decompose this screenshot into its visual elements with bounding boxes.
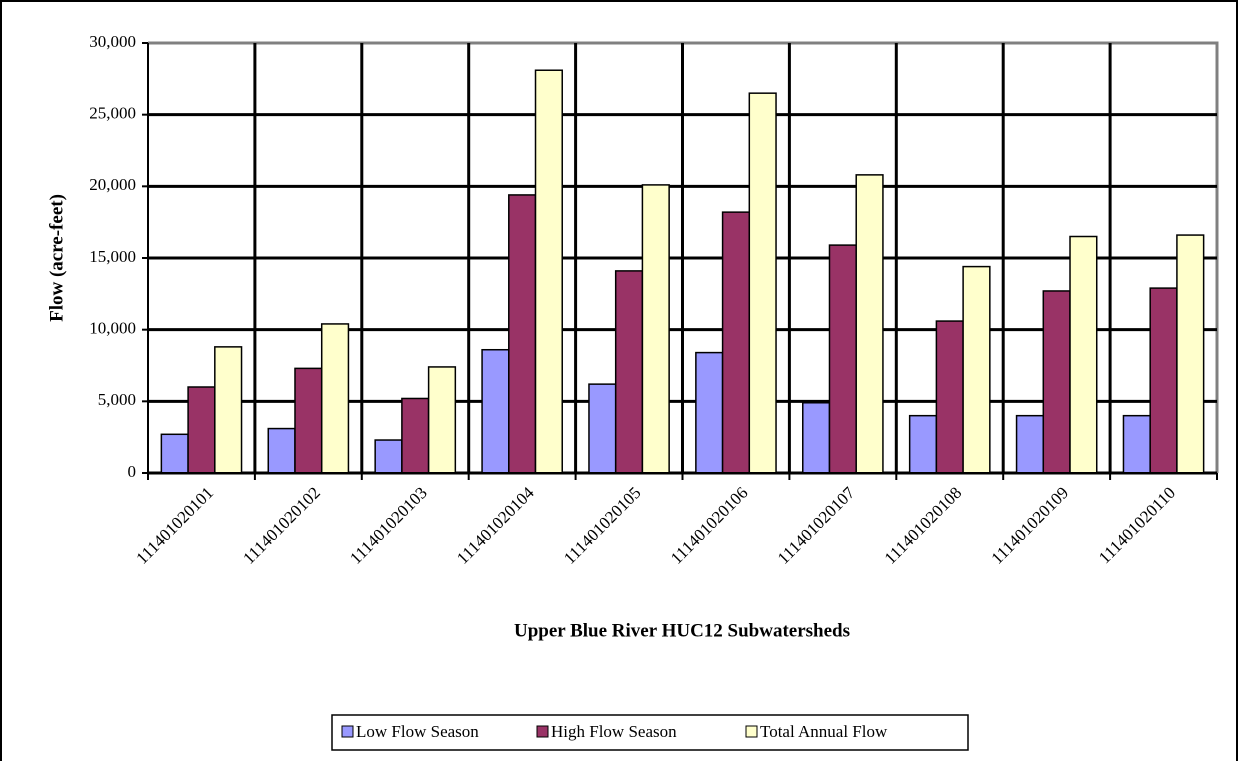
bar: [748, 92, 777, 474]
bar: [187, 386, 216, 474]
bar: [962, 265, 991, 474]
bar: [614, 270, 644, 474]
legend-swatch: [536, 725, 549, 738]
bar: [855, 174, 884, 474]
legend-swatch: [341, 725, 354, 738]
legend-swatch: [745, 725, 758, 738]
bar: [214, 346, 243, 474]
bar: [160, 433, 189, 474]
y-tick-label: 0: [128, 462, 137, 481]
bar: [320, 323, 350, 474]
bar: [534, 69, 563, 474]
y-axis-title: Flow (acre-feet): [46, 194, 67, 322]
bar: [695, 351, 724, 474]
bar: [641, 184, 670, 474]
bar: [1069, 235, 1098, 474]
y-tick-label: 25,000: [89, 104, 136, 123]
y-tick-label: 20,000: [89, 175, 136, 194]
y-tick-label: 5,000: [98, 390, 136, 409]
bar: [1042, 290, 1071, 474]
bar: [1149, 287, 1178, 474]
bar: [908, 414, 938, 474]
legend-box: [331, 714, 969, 751]
bar: [802, 402, 831, 474]
bar: [481, 348, 510, 474]
bar: [294, 367, 323, 474]
y-tick-label: 15,000: [89, 247, 136, 266]
bar: [508, 194, 537, 474]
bar: [828, 244, 857, 474]
legend-label: Low Flow Season: [356, 722, 479, 741]
bar: [1176, 234, 1205, 474]
legend-label: Total Annual Flow: [760, 722, 888, 741]
x-axis-title: Upper Blue River HUC12 Subwatersheds: [514, 620, 850, 641]
bar: [374, 439, 403, 474]
bar: [1122, 414, 1151, 474]
bar: [1015, 414, 1045, 474]
bar: [401, 397, 430, 474]
bar: [721, 211, 751, 474]
legend-label: High Flow Season: [551, 722, 677, 741]
bar: [935, 320, 964, 474]
bar: [588, 383, 617, 474]
y-tick-label: 30,000: [89, 32, 136, 51]
bar: [427, 366, 457, 474]
bar: [267, 427, 296, 474]
y-tick-label: 10,000: [89, 319, 136, 338]
